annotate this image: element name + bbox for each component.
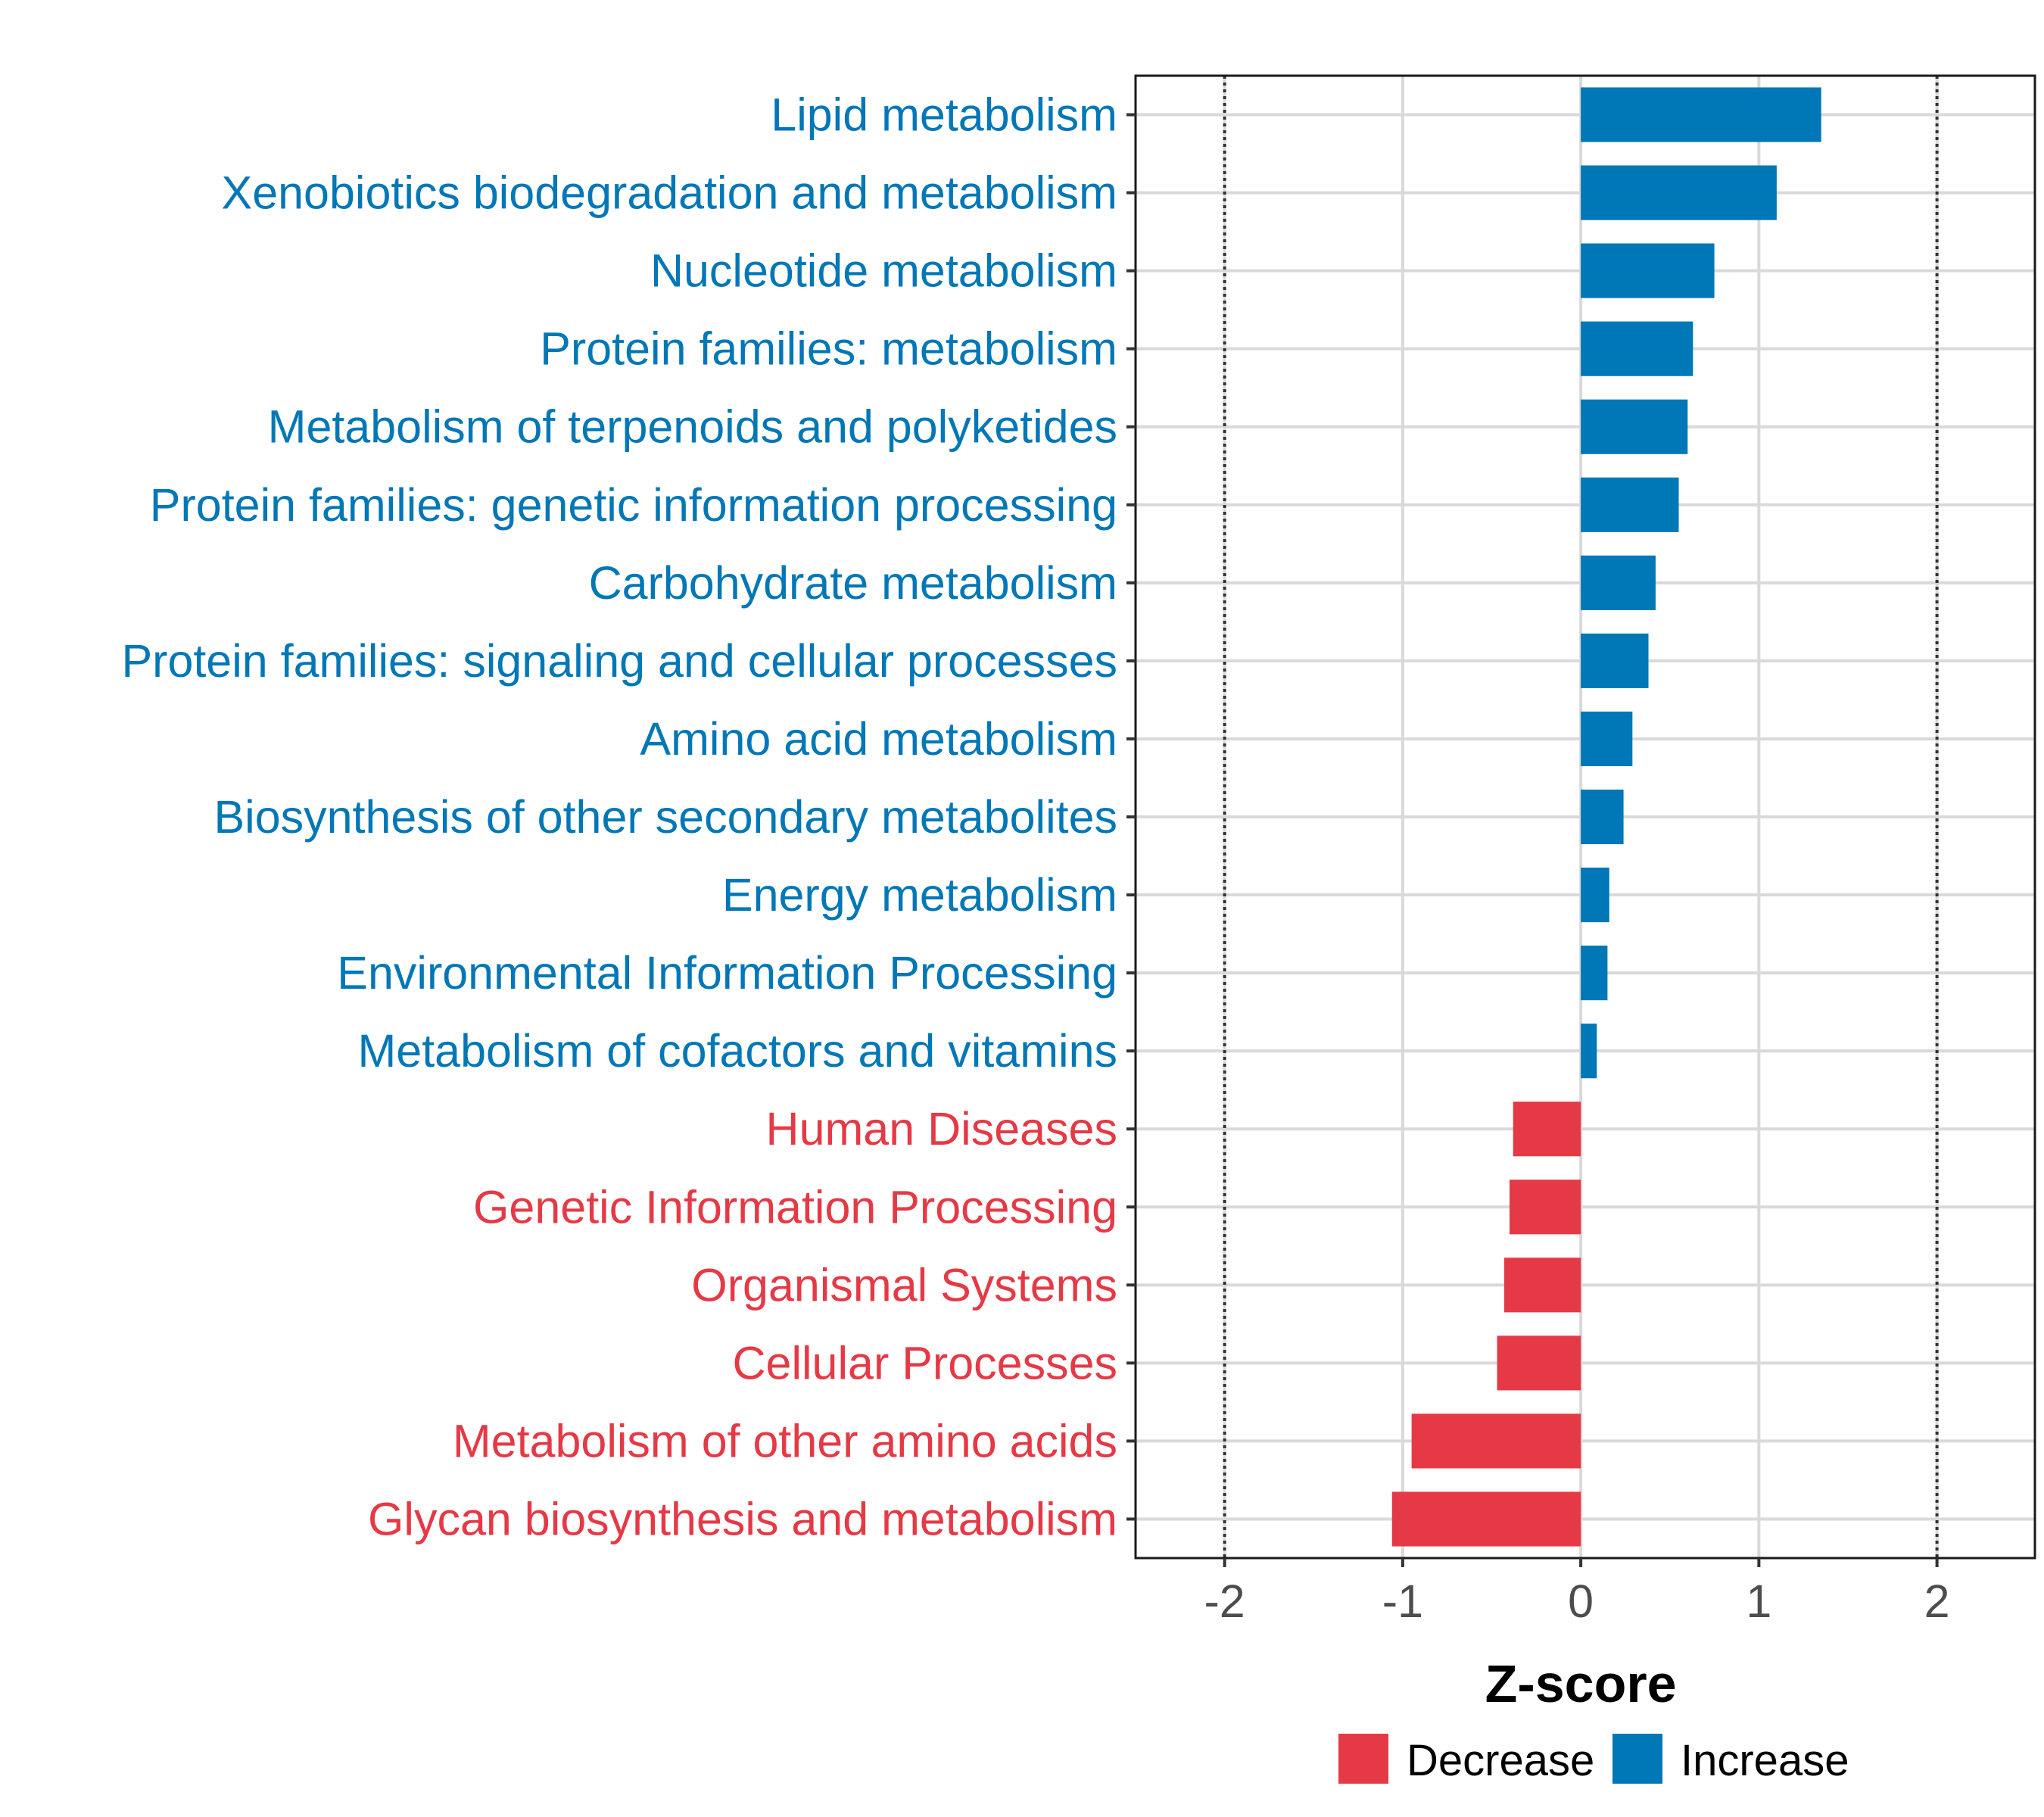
bar-decrease <box>1503 1258 1581 1313</box>
category-label: Xenobiotics biodegradation and metabolis… <box>222 167 1117 219</box>
bar-decrease <box>1497 1335 1581 1391</box>
bar-increase <box>1581 867 1609 923</box>
category-label: Protein families: metabolism <box>540 323 1117 375</box>
category-label: Lipid metabolism <box>771 89 1117 141</box>
category-label: Protein families: genetic information pr… <box>150 479 1117 531</box>
category-label: Human Diseases <box>766 1103 1117 1155</box>
category-label: Genetic Information Processing <box>473 1181 1117 1233</box>
bar-increase <box>1581 711 1633 767</box>
bar-increase <box>1581 633 1649 688</box>
legend-label-increase: Increase <box>1681 1736 1849 1785</box>
category-label: Metabolism of terpenoids and polyketides <box>268 401 1117 453</box>
bar-decrease <box>1391 1491 1581 1547</box>
bar-increase <box>1581 946 1608 1001</box>
x-tick-label: 0 <box>1568 1575 1594 1627</box>
y-axis-category-labels: Lipid metabolism Xenobiotics biodegradati… <box>121 89 1117 1545</box>
category-label: Biosynthesis of other secondary metaboli… <box>213 791 1117 843</box>
legend-key-decrease <box>1338 1734 1388 1784</box>
bar-increase <box>1581 477 1679 532</box>
x-tick-label: 1 <box>1746 1575 1771 1627</box>
category-label: Amino acid metabolism <box>640 713 1117 765</box>
bar-increase <box>1581 243 1715 298</box>
bar-decrease <box>1510 1180 1581 1235</box>
bar-increase <box>1581 87 1821 142</box>
bar-increase <box>1581 789 1624 845</box>
x-tick-label: -2 <box>1204 1575 1245 1627</box>
bar-decrease <box>1411 1413 1581 1469</box>
category-label: Metabolism of cofactors and vitamins <box>357 1025 1117 1077</box>
bar-increase <box>1581 399 1688 454</box>
category-label: Energy metabolism <box>722 869 1117 921</box>
category-label: Environmental Information Processing <box>337 947 1117 999</box>
category-label: Nucleotide metabolism <box>650 245 1117 297</box>
category-label: Metabolism of other amino acids <box>453 1415 1117 1466</box>
x-tick-label: -1 <box>1382 1575 1423 1627</box>
bar-increase <box>1581 555 1656 610</box>
legend-key-increase <box>1612 1734 1662 1784</box>
category-label: Cellular Processes <box>732 1337 1117 1388</box>
x-axis-title: Z-score <box>1485 1654 1677 1713</box>
y-axis-ticks <box>1126 113 1136 1521</box>
legend-label-decrease: Decrease <box>1407 1736 1594 1785</box>
bar-increase <box>1581 321 1693 376</box>
x-tick-label: 2 <box>1924 1575 1950 1627</box>
reference-lines <box>1223 76 1939 1558</box>
bars <box>1391 87 1821 1547</box>
bar-increase <box>1581 1024 1597 1079</box>
bar-increase <box>1581 165 1777 220</box>
category-label: Protein families: signaling and cellular… <box>121 635 1117 687</box>
bar-decrease <box>1513 1102 1581 1157</box>
category-label: Carbohydrate metabolism <box>589 557 1117 609</box>
legend: Decrease Increase <box>1338 1734 1849 1785</box>
x-axis-ticks: -2 -1 0 1 2 <box>1204 1558 1950 1627</box>
category-label: Glycan biosynthesis and metabolism <box>368 1493 1117 1544</box>
category-label: Organismal Systems <box>691 1259 1117 1311</box>
